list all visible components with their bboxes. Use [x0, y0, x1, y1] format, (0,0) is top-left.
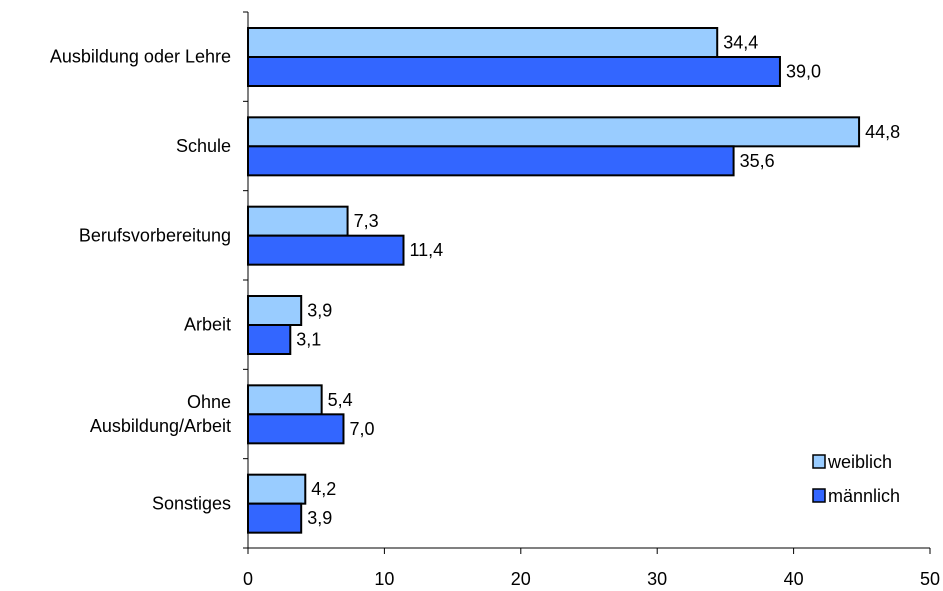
category-label: Ausbildung/Arbeit — [90, 416, 231, 436]
x-tick-label: 30 — [647, 569, 667, 589]
data-label: 3,1 — [296, 330, 321, 350]
x-tick-label: 0 — [243, 569, 253, 589]
legend-swatch-maennlich — [812, 488, 826, 503]
bar-maennlich — [247, 145, 735, 177]
data-label: 5,4 — [328, 390, 353, 410]
bar-weiblich — [247, 384, 323, 416]
bar-maennlich — [247, 502, 303, 534]
data-label: 7,0 — [349, 419, 374, 439]
category-label: Berufsvorbereitung — [79, 225, 231, 245]
bar-maennlich — [247, 56, 781, 87]
category-label: Schule — [176, 136, 231, 156]
legend: weiblich männlich — [812, 452, 900, 506]
data-label: 3,9 — [307, 301, 332, 321]
bar-maennlich — [247, 324, 292, 355]
x-tick-label: 10 — [374, 569, 394, 589]
bar-weiblich — [247, 116, 861, 148]
category-label: Arbeit — [184, 315, 231, 335]
bar-weiblich — [247, 27, 719, 58]
category-label: Ausbildung oder Lehre — [50, 47, 231, 67]
data-label: 11,4 — [409, 240, 443, 260]
legend-label: weiblich — [827, 452, 892, 472]
x-tick-label: 50 — [920, 569, 940, 589]
bar-maennlich — [247, 234, 405, 266]
data-label: 44,8 — [865, 122, 900, 142]
bar-weiblich — [247, 295, 303, 326]
data-label: 7,3 — [354, 211, 379, 231]
legend-label: männlich — [828, 486, 900, 506]
category-label: Sonstiges — [152, 493, 231, 513]
category-labels: Ausbildung oder Lehre Schule Berufsvorbere… — [50, 47, 231, 514]
bar-maennlich — [247, 413, 345, 445]
data-label: 34,4 — [723, 33, 758, 53]
bar-weiblich — [247, 205, 349, 237]
data-label: 39,0 — [786, 62, 821, 82]
data-label: 4,2 — [311, 479, 336, 499]
x-tick-label: 20 — [511, 569, 531, 589]
axes: 0 10 20 30 40 50 — [243, 11, 940, 589]
x-tick-label: 40 — [784, 569, 804, 589]
value-labels: 34,4 39,0 44,8 35,6 7,3 11,4 3,9 3,1 5,4 7,0 4,2 3,… — [296, 33, 900, 529]
legend-swatch-weiblich — [812, 454, 826, 469]
category-label: Ohne — [187, 392, 231, 412]
bar-weiblich — [247, 473, 307, 505]
bars — [247, 27, 861, 534]
data-label: 3,9 — [307, 508, 332, 528]
data-label: 35,6 — [740, 151, 775, 171]
